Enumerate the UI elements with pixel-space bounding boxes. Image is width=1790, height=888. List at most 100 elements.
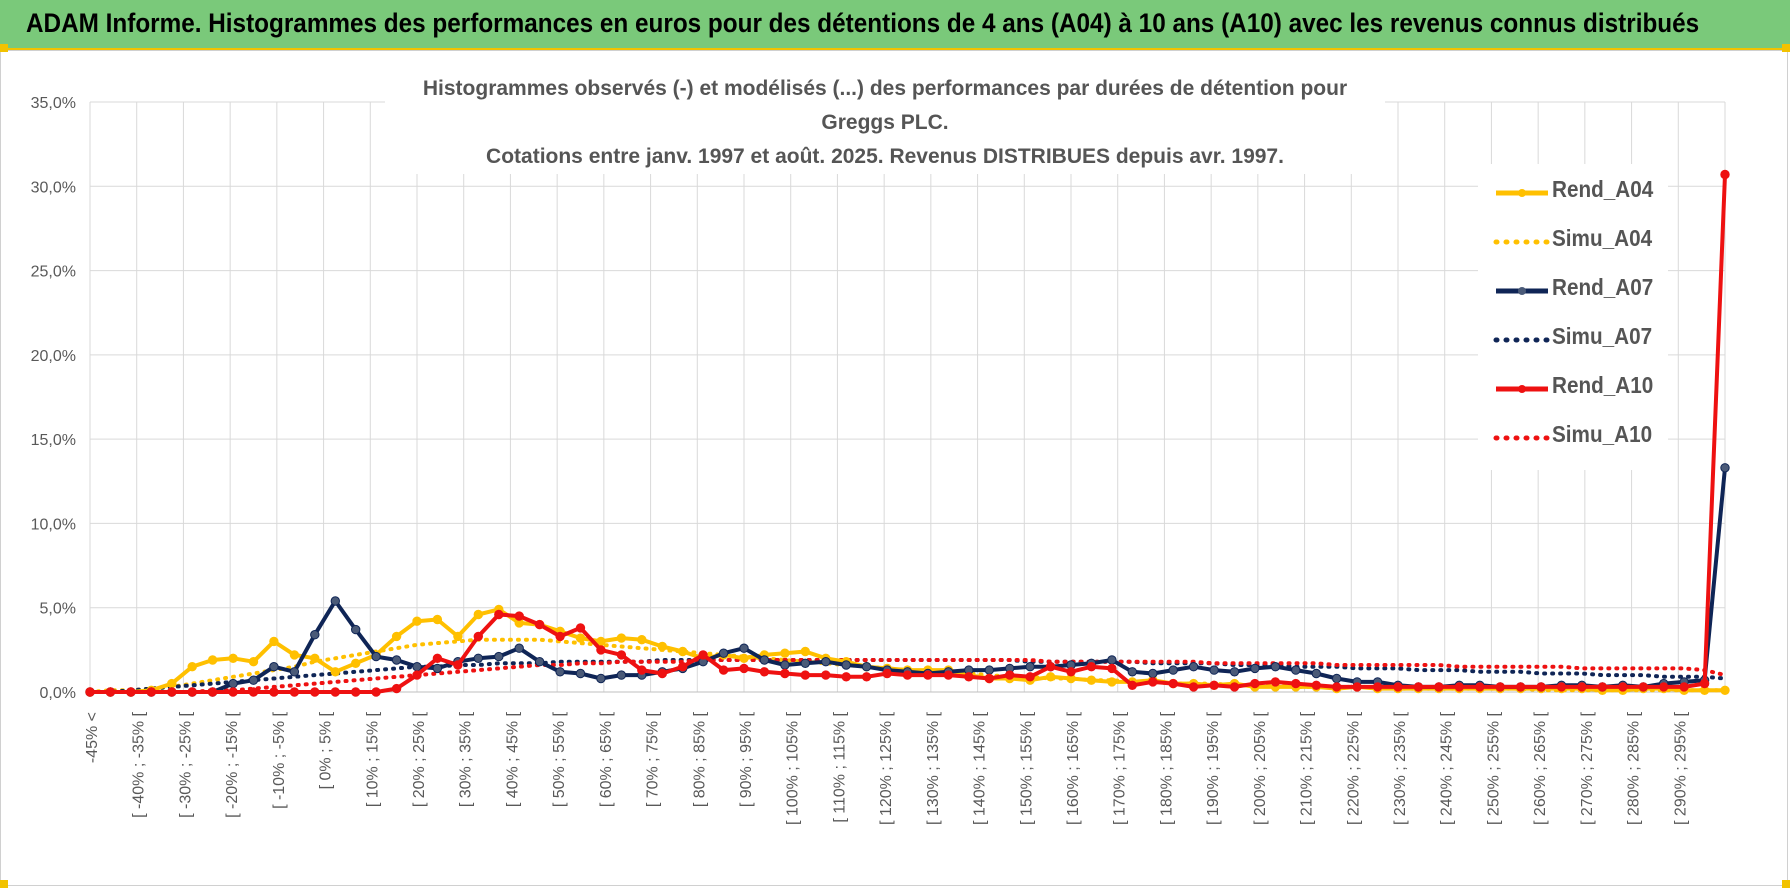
- series-point-rend-a07: [841, 660, 851, 670]
- series-point-rend-a10: [575, 623, 586, 633]
- series-point-rend-a07: [371, 651, 381, 662]
- series-point-rend-a07: [391, 655, 402, 665]
- series-point-rend-a10: [473, 631, 483, 642]
- series-point-rend-a10: [289, 687, 300, 697]
- series-point-rend-a10: [1209, 680, 1219, 690]
- legend-swatch: [1493, 435, 1551, 441]
- legend-swatch: [1493, 337, 1551, 343]
- chart-title: Histogrammes observés (-) et modélisés (…: [385, 72, 1385, 174]
- series-point-rend-a10: [248, 687, 259, 697]
- series-point-rend-a10: [187, 687, 197, 697]
- series-point-rend-a07: [310, 630, 320, 640]
- series-point-rend-a10: [964, 672, 974, 682]
- x-tick-label: [ 100% ; 105% [: [785, 711, 802, 825]
- series-point-rend-a07: [616, 670, 627, 680]
- series-point-rend-a07: [821, 657, 831, 667]
- series-point-rend-a07: [718, 648, 729, 658]
- series-point-rend-a04: [187, 662, 197, 672]
- x-tick-label: [ 150% ; 155% [: [1018, 711, 1035, 825]
- x-tick-label: [ 50% ; 55% [: [551, 711, 568, 807]
- series-point-rend-a07: [800, 658, 810, 668]
- series-point-rend-a10: [1168, 678, 1178, 689]
- legend-item-rend-a10: Rend_A10: [1488, 372, 1668, 421]
- x-tick-label: [ 110% ; 115% [: [831, 711, 848, 822]
- series-point-rend-a10: [1495, 682, 1505, 692]
- series-point-rend-a04: [1086, 675, 1097, 685]
- series-point-rend-a10: [330, 687, 340, 697]
- series-point-rend-a07: [228, 678, 238, 689]
- series-point-rend-a10: [1475, 682, 1485, 692]
- series-point-rend-a07: [330, 596, 340, 606]
- series-point-rend-a10: [269, 687, 279, 697]
- series-point-rend-a04: [412, 616, 422, 626]
- series-point-rend-a04: [739, 653, 749, 663]
- series-point-rend-a07: [575, 668, 586, 679]
- series-point-rend-a10: [1372, 682, 1383, 692]
- series-point-rend-a04: [269, 636, 279, 647]
- series-point-rend-a10: [943, 670, 954, 680]
- x-tick-label: [ 170% ; 175% [: [1112, 711, 1129, 825]
- series-point-rend-a07: [1127, 667, 1138, 677]
- x-tick-label: [ 70% ; 75% [: [645, 711, 662, 807]
- series-point-rend-a04: [453, 631, 463, 642]
- series-point-rend-a07: [1250, 663, 1260, 674]
- series-point-rend-a04: [248, 657, 259, 667]
- series-point-rend-a07: [555, 667, 565, 677]
- series-point-rend-a10: [1045, 662, 1056, 672]
- legend-label: Rend_A04: [1552, 176, 1654, 202]
- x-tick-label: [ -20% ; -15% [: [224, 711, 241, 817]
- x-tick-label: [ 200% ; 205% [: [1252, 711, 1269, 825]
- series-point-rend-a04: [637, 635, 647, 645]
- x-tick-label: [ 90% ; 95% [: [738, 711, 755, 807]
- x-tick-label: [ 280% ; 285% [: [1626, 711, 1643, 825]
- x-tick-label: [ 40% ; 45% [: [504, 711, 521, 807]
- legend-label: Simu_A07: [1552, 323, 1653, 349]
- x-tick-label: [ 60% ; 65% [: [598, 711, 615, 807]
- y-tick-label: 0,0%: [40, 685, 76, 702]
- series-point-rend-a07: [1209, 665, 1219, 675]
- series-point-rend-a07: [759, 655, 770, 665]
- series-point-rend-a07: [1025, 662, 1035, 672]
- series-point-rend-a10: [1352, 682, 1362, 692]
- series-point-rend-a04: [207, 655, 218, 665]
- legend-swatch: [1496, 287, 1548, 295]
- series-point-rend-a10: [228, 687, 238, 697]
- x-tick-label: [ 260% ; 265% [: [1532, 711, 1549, 825]
- x-tick-label: [ 270% ; 275% [: [1579, 711, 1596, 825]
- series-point-rend-a04: [289, 650, 300, 660]
- x-tick-label: [ 290% ; 295% [: [1672, 711, 1689, 825]
- series-point-rend-a04: [657, 641, 667, 652]
- series-point-rend-a10: [1107, 663, 1117, 674]
- series-point-rend-a10: [759, 667, 770, 677]
- series-point-rend-a10: [841, 672, 851, 682]
- series-point-rend-a10: [780, 668, 790, 679]
- x-tick-label: [ 10% ; 15% [: [364, 711, 381, 807]
- series-point-rend-a07: [289, 667, 300, 677]
- series-point-rend-a10: [1699, 678, 1710, 689]
- legend-item-simu-a04: Simu_A04: [1488, 225, 1668, 274]
- series-point-rend-a04: [780, 648, 790, 658]
- legend-swatch-marker: [1518, 385, 1526, 393]
- series-point-rend-a10: [698, 650, 708, 660]
- y-tick-label: 15,0%: [31, 432, 76, 449]
- series-point-rend-a10: [453, 660, 463, 670]
- legend-swatch: [1496, 189, 1548, 197]
- series-point-rend-a07: [514, 643, 524, 653]
- legend-swatch: [1493, 239, 1551, 245]
- series-point-rend-a10: [1659, 682, 1669, 692]
- series-point-rend-a04: [330, 667, 340, 677]
- x-tick-label: [ 20% ; 25% [: [411, 711, 428, 807]
- series-point-rend-a07: [534, 657, 545, 667]
- series-point-rend-a07: [1229, 667, 1240, 677]
- chart-title-line-2: Cotations entre janv. 1997 et août. 2025…: [486, 145, 1284, 168]
- series-point-rend-a04: [228, 653, 238, 663]
- series-point-rend-a07: [351, 624, 361, 635]
- series-point-rend-a10: [1434, 682, 1444, 692]
- chart-title-line-1: Histogrammes observés (-) et modélisés (…: [422, 77, 1348, 134]
- series-point-rend-a10: [861, 672, 872, 682]
- y-tick-label: 10,0%: [31, 516, 76, 533]
- legend-swatch-marker: [1518, 189, 1526, 197]
- series-point-rend-a04: [800, 646, 810, 657]
- series-point-rend-a10: [432, 653, 443, 663]
- series-point-rend-a10: [1597, 682, 1608, 692]
